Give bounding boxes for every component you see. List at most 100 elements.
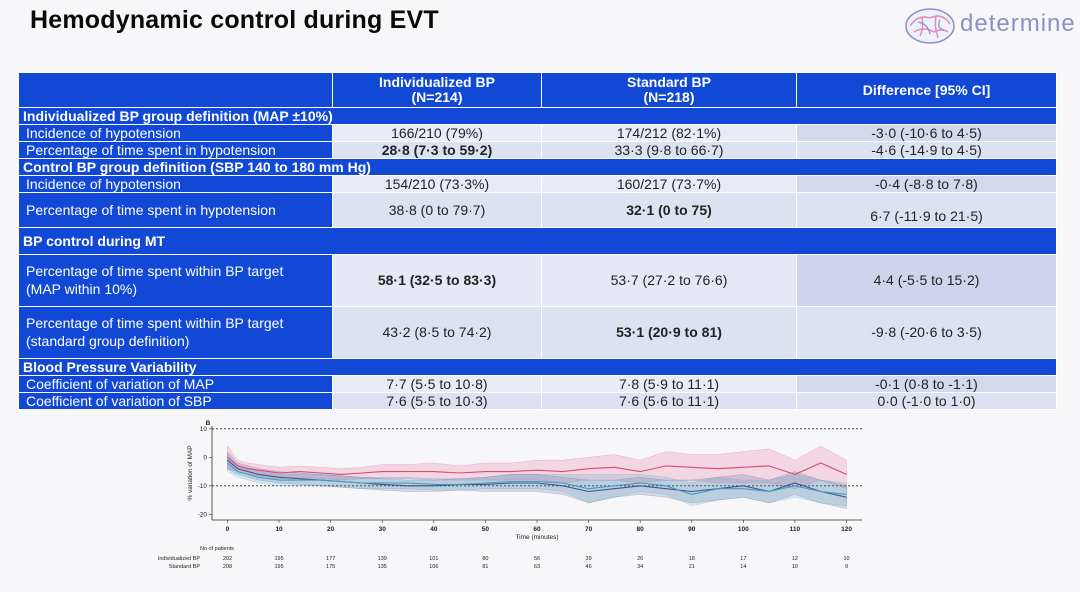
row-label: Percentage of time spent within BP targe…: [18, 306, 333, 359]
x-tick-label: 90: [688, 526, 696, 533]
patients-count: 135: [378, 564, 387, 570]
patients-count: 34: [637, 564, 643, 570]
map-variation-chart: B -20 -10 0 10 % variation of MAP 0 10 20 30 40 50 6…: [150, 416, 880, 592]
patients-count: 63: [534, 564, 540, 570]
patients-count: 81: [482, 564, 488, 570]
series-2-line: [227, 462, 847, 495]
row-label-line1: Percentage of time spent within BP targe…: [26, 263, 284, 279]
section-heading: Control BP group definition (SBP 140 to …: [18, 158, 1057, 176]
cell-individualized: 7·7 (5·5 to 10·8): [332, 375, 542, 393]
patients-count: 202: [223, 556, 232, 562]
panel-label: B: [206, 420, 211, 427]
row-label: Incidence of hypotension: [18, 175, 333, 193]
x-tick-label: 80: [637, 526, 645, 533]
patients-count: 106: [429, 564, 438, 570]
cell-difference: -0·1 (0·8 to -1·1): [796, 375, 1057, 393]
series-0-line: [227, 456, 847, 475]
col-header-standard: Standard BP (N=218): [541, 72, 797, 108]
cell-difference: 0·0 (-1·0 to 1·0): [796, 392, 1057, 410]
cell-difference: 6·7 (-11·9 to 21·5): [796, 192, 1057, 228]
y-tick-label: 10: [200, 426, 208, 433]
series-0-ci-band: [227, 445, 847, 490]
col-header-difference: Difference [95% CI]: [796, 72, 1057, 108]
row-label: Coefficient of variation of SBP: [18, 392, 333, 410]
series-1-line: [227, 459, 847, 498]
patients-row-label: Individualized BP: [158, 556, 201, 562]
x-tick-label: 10: [275, 526, 283, 533]
patients-count: 12: [792, 556, 798, 562]
row-label: Percentage of time spent in hypotension: [18, 192, 333, 228]
row-label: Incidence of hypotension: [18, 124, 333, 142]
y-tick-label: 0: [203, 455, 207, 462]
cell-individualized: 43·2 (8·5 to 74·2): [332, 306, 542, 359]
col-header-individualized: Individualized BP (N=214): [332, 72, 542, 108]
table-row: Coefficient of variation of SBP 7·6 (5·5…: [18, 392, 1057, 410]
cell-standard: 7·6 (5·6 to 11·1): [541, 392, 797, 410]
row-label-line2: (standard group definition): [26, 333, 190, 349]
patients-count: 177: [326, 556, 335, 562]
table-row: Percentage of time spent in hypotension …: [18, 141, 1057, 159]
x-tick-label: 100: [738, 526, 749, 533]
x-axis-label: Time (minutes): [515, 534, 558, 541]
patients-count: 56: [534, 556, 540, 562]
cell-individualized: 154/210 (73·3%): [332, 175, 542, 193]
table-row: Percentage of time spent in hypotension …: [18, 192, 1057, 228]
cell-individualized: 38·8 (0 to 79·7): [332, 192, 542, 228]
section-heading: BP control during MT: [18, 227, 1057, 255]
x-tick-label: 60: [533, 526, 541, 533]
row-label-line1: Percentage of time spent within BP targe…: [26, 315, 284, 331]
series-2-ci-band: [227, 453, 847, 507]
cell-standard: 53·7 (27·2 to 76·6): [541, 254, 797, 307]
table-row: Incidence of hypotension 154/210 (73·3%)…: [18, 175, 1057, 193]
cell-individualized: 7·6 (5·5 to 10·3): [332, 392, 542, 410]
cell-standard: 160/217 (73·7%): [541, 175, 797, 193]
section-row: Control BP group definition (SBP 140 to …: [18, 158, 1057, 176]
patients-count: 17: [740, 556, 746, 562]
section-heading: Individualized BP group definition (MAP …: [18, 107, 1057, 125]
header-empty-cell: [18, 72, 333, 108]
row-label: Percentage of time spent in hypotension: [18, 141, 333, 159]
logo-text: determine: [960, 10, 1076, 37]
cell-individualized: 58·1 (32·5 to 83·3): [332, 254, 542, 307]
determine-logo: [905, 8, 955, 44]
patients-count: 10: [843, 556, 849, 562]
x-tick-label: 20: [327, 526, 335, 533]
patients-count: 175: [326, 564, 335, 570]
x-tick-label: 40: [430, 526, 438, 533]
cell-difference: -4·6 (-14·9 to 4·5): [796, 141, 1057, 159]
cell-individualized: 166/210 (79%): [332, 124, 542, 142]
x-tick-label: 110: [790, 526, 801, 533]
col-header-line2: (N=214): [411, 89, 463, 105]
section-row: Blood Pressure Variability: [18, 358, 1057, 376]
row-label: Coefficient of variation of MAP: [18, 375, 333, 393]
patients-header: No of patients: [200, 546, 234, 552]
cell-difference: 4·4 (-5·5 to 15·2): [796, 254, 1057, 307]
patients-count: 195: [274, 556, 283, 562]
patients-count: 14: [740, 564, 746, 570]
cell-standard: 33·3 (9·8 to 66·7): [541, 141, 797, 159]
row-label-line2: (MAP within 10%): [26, 281, 138, 297]
patients-count: 39: [586, 556, 592, 562]
table-row: Coefficient of variation of MAP 7·7 (5·5…: [18, 375, 1057, 393]
cell-standard: 32·1 (0 to 75): [541, 192, 797, 228]
col-header-line1: Individualized BP: [379, 74, 495, 90]
patients-row-label: Standard BP: [169, 564, 201, 570]
patients-count: 21: [689, 564, 695, 570]
y-tick-label: -10: [198, 483, 208, 490]
cell-individualized: 28·8 (7·3 to 59·2): [332, 141, 542, 159]
patients-count: 46: [586, 564, 592, 570]
patients-count: 208: [223, 564, 232, 570]
y-tick-label: -20: [198, 512, 208, 519]
table-row: Percentage of time spent within BP targe…: [18, 254, 1057, 307]
table-row: Percentage of time spent within BP targe…: [18, 306, 1057, 359]
patients-count: 139: [378, 556, 387, 562]
x-tick-label: 50: [482, 526, 490, 533]
table-row: Incidence of hypotension 166/210 (79%) 1…: [18, 124, 1057, 142]
table-header-row: Individualized BP (N=214) Standard BP (N…: [18, 72, 1057, 108]
x-tick-label: 30: [379, 526, 387, 533]
section-row: Individualized BP group definition (MAP …: [18, 107, 1057, 125]
x-tick-label: 70: [585, 526, 593, 533]
x-tick-label: 120: [841, 526, 852, 533]
map-variation-chart-svg: B -20 -10 0 10 % variation of MAP 0 10 20 30 40 50 6…: [158, 420, 862, 570]
cell-standard: 7·8 (5·9 to 11·1): [541, 375, 797, 393]
